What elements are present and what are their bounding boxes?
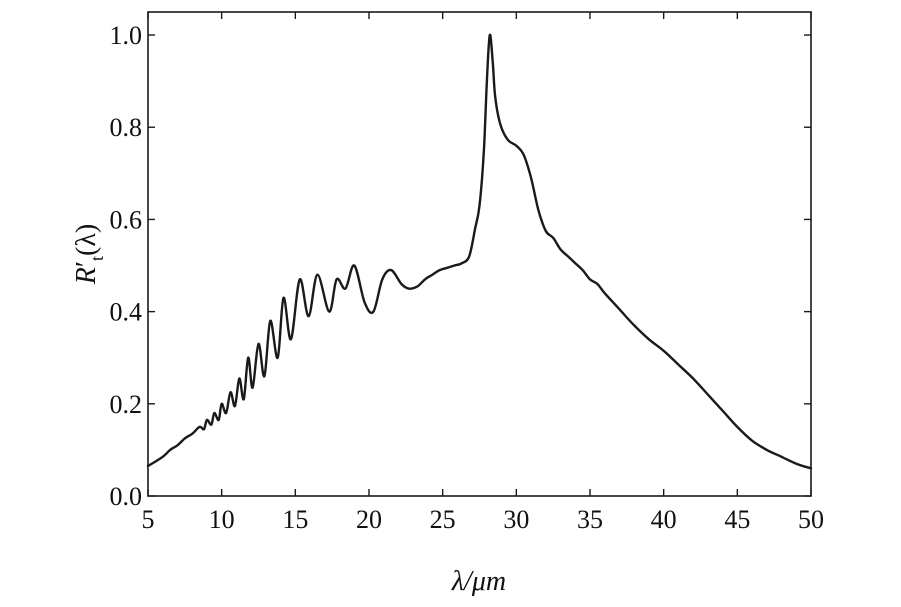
x-tick-label: 30 — [503, 505, 529, 534]
x-tick-labels: 5 10 15 20 25 30 35 40 45 50 — [142, 505, 825, 534]
x-tick-label: 20 — [356, 505, 382, 534]
x-tick-label: 5 — [142, 505, 155, 534]
y-tick-label: 0.8 — [110, 113, 143, 142]
x-tick-label: 15 — [282, 505, 308, 534]
y-tick-label: 0.4 — [110, 298, 143, 327]
y-tick-label: 1.0 — [110, 21, 143, 50]
y-tick-label: 0.6 — [110, 205, 143, 234]
x-tick-label: 10 — [209, 505, 235, 534]
y-label-sub: t — [87, 256, 107, 261]
x-tick-label: 45 — [724, 505, 750, 534]
series-line — [146, 33, 813, 470]
y-axis-label: R′t(λ) — [71, 224, 107, 285]
y-label-prime: ′ — [71, 261, 102, 267]
axis-ticks — [147, 12, 812, 497]
x-tick-label: 50 — [798, 505, 824, 534]
y-label-arg: (λ) — [71, 224, 102, 256]
x-tick-label: 25 — [430, 505, 456, 534]
x-tick-label: 40 — [651, 505, 677, 534]
x-axis-label: λ/μm — [451, 566, 506, 597]
plot-frame — [147, 11, 812, 497]
y-tick-label: 0.2 — [110, 390, 143, 419]
x-tick-label: 35 — [577, 505, 603, 534]
y-tick-label: 0.0 — [110, 482, 143, 511]
y-tick-labels: 0.0 0.2 0.4 0.6 0.8 1.0 — [110, 21, 143, 511]
y-label-main: R — [71, 267, 102, 285]
